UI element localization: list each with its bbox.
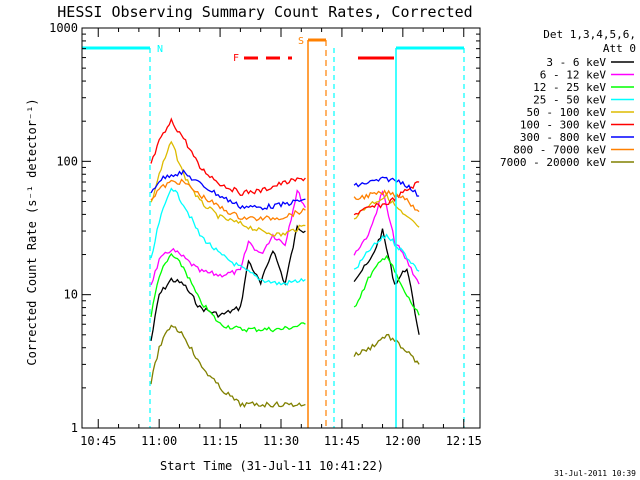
annotation-n: N [157,44,163,55]
series-line-6-segment-0 [150,169,306,211]
y-tick-label-0: 1 [71,421,78,435]
y-tick-label-3: 1000 [49,21,78,35]
legend-label-0: 3 - 6 keV [546,56,606,69]
footer-date: 31-Jul-2011 10:39 [554,469,636,478]
series-line-8-segment-1 [353,333,420,365]
x-tick-label-3: 11:30 [263,434,299,448]
series-line-8-segment-0 [150,324,306,409]
series-line-0-segment-0 [150,224,306,342]
legend-label-8: 7000 - 20000 keV [500,156,606,169]
plot-layer: N F S [82,36,465,428]
series-line-2-segment-0 [150,252,306,333]
series-line-1-segment-1 [353,190,420,285]
y-axis-label: Corrected Count Rate (s⁻¹ detector⁻¹) [25,98,39,365]
y-tick-label-2: 100 [56,154,78,168]
legend-label-6: 300 - 800 keV [520,131,606,144]
x-tick-label-4: 11:45 [324,434,360,448]
x-tick-label-0: 10:45 [80,434,116,448]
series-line-6-segment-1 [353,176,420,197]
annotation-s: S [298,36,304,47]
x-tick-label-5: 12:00 [385,434,421,448]
series-line-5-segment-1 [353,181,420,216]
series-line-7-segment-0 [150,178,306,222]
legend-label-1: 6 - 12 keV [540,69,607,82]
series-line-3-segment-0 [150,187,306,286]
series-line-4-segment-0 [150,140,306,238]
legend-header-line-2: Att 0 [603,42,636,55]
x-tick-label-2: 11:15 [202,434,238,448]
legend-label-4: 50 - 100 keV [527,106,607,119]
series-line-3-segment-1 [353,233,420,272]
series-line-2-segment-1 [353,254,420,316]
series-line-7-segment-1 [353,189,420,213]
legend-label-2: 12 - 25 keV [533,81,606,94]
series-line-1-segment-0 [150,189,306,286]
legend-label-7: 800 - 7000 keV [513,144,606,157]
axis-layer: 10:45 11:00 11:15 11:30 11:45 12:00 12:15 1 10 10… [49,21,482,448]
x-axis-label: Start Time (31-Jul-11 10:41:22) [160,459,384,473]
y-tick-label-1: 10 [64,288,78,302]
legend-header-line-1: Det 1,3,4,5,6, [543,28,636,41]
chart-title: HESSI Observing Summary Count Rates, Cor… [57,3,472,21]
series-line-5-segment-0 [150,117,306,196]
legend-label-5: 100 - 300 keV [520,119,606,132]
annotation-f: F [233,53,239,64]
legend-label-3: 25 - 50 keV [533,94,606,107]
series-line-0-segment-1 [353,228,420,335]
x-tick-label-6: 12:15 [446,434,482,448]
x-tick-label-1: 11:00 [141,434,177,448]
